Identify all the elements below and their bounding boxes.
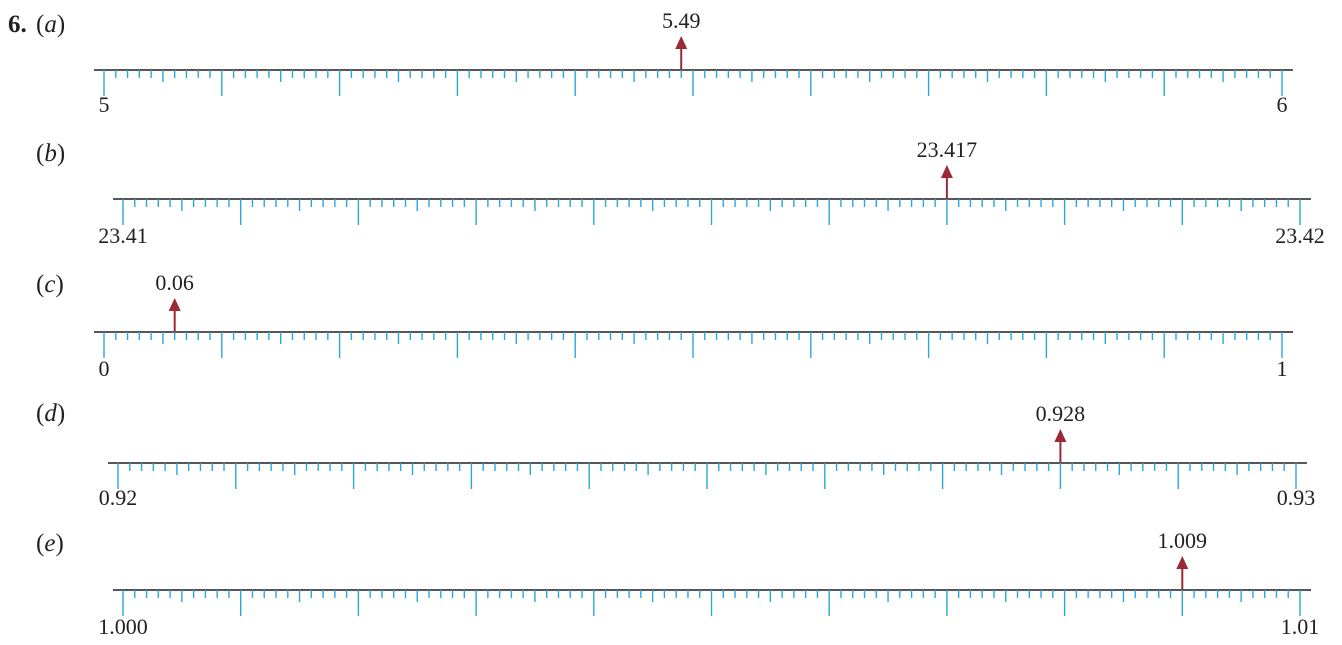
arrow-head-a	[675, 36, 688, 49]
arrow-head-c	[168, 298, 181, 311]
part-label-b: (b)	[36, 140, 65, 167]
number-line-d: (d) 0.928 0.92 0.93	[36, 400, 1315, 510]
end-label-e: 1.01	[1281, 614, 1320, 639]
tick-group-e	[122, 590, 1301, 616]
part-letter-d: d	[44, 400, 57, 427]
number-line-c: (c) 0.06 0 1	[36, 270, 1293, 381]
marker-arrow-d	[1054, 429, 1067, 463]
arrow-head-b	[940, 165, 953, 178]
end-label-b: 23.42	[1275, 223, 1325, 248]
tick-group-b	[122, 199, 1301, 225]
start-label-c: 0	[99, 356, 110, 381]
marker-arrow-c	[168, 298, 181, 332]
part-label-a: (a)	[36, 11, 65, 38]
start-label-d: 0.92	[99, 485, 138, 510]
marker-arrow-a	[675, 36, 688, 70]
end-label-c: 1	[1277, 356, 1288, 381]
start-label-b: 23.41	[98, 223, 148, 248]
tick-group-c	[103, 332, 1283, 358]
start-label-a: 5	[99, 92, 110, 117]
part-label-c: (c)	[36, 271, 64, 298]
part-label-e: (e)	[36, 530, 64, 557]
marker-arrow-b	[940, 165, 953, 199]
part-letter-c: c	[44, 271, 55, 298]
end-label-d: 0.93	[1277, 485, 1316, 510]
number-line-a: (a) 5.49 5 6	[36, 8, 1293, 117]
part-label-d: (d)	[36, 400, 65, 427]
start-label-e: 1.000	[98, 614, 148, 639]
tick-group-a	[103, 70, 1283, 96]
tick-group-d	[117, 463, 1297, 489]
arrow-head-d	[1054, 429, 1067, 442]
marked-value-label-a: 5.49	[662, 8, 701, 33]
number-line-b: (b) 23.417 23.41 23.42	[36, 137, 1325, 248]
arrow-head-e	[1176, 556, 1189, 569]
part-letter-a: a	[44, 11, 57, 38]
marked-value-label-b: 23.417	[917, 137, 978, 162]
end-label-a: 6	[1277, 92, 1288, 117]
problem-number: 6.	[8, 11, 27, 38]
number-line-e: (e) 1.009 1.000 1.01	[36, 528, 1319, 639]
marked-value-label-d: 0.928	[1036, 401, 1086, 426]
marker-arrow-e	[1176, 556, 1189, 590]
part-letter-e: e	[44, 530, 55, 557]
marked-value-label-e: 1.009	[1158, 528, 1208, 553]
marked-value-label-c: 0.06	[155, 270, 194, 295]
part-letter-b: b	[44, 140, 57, 167]
